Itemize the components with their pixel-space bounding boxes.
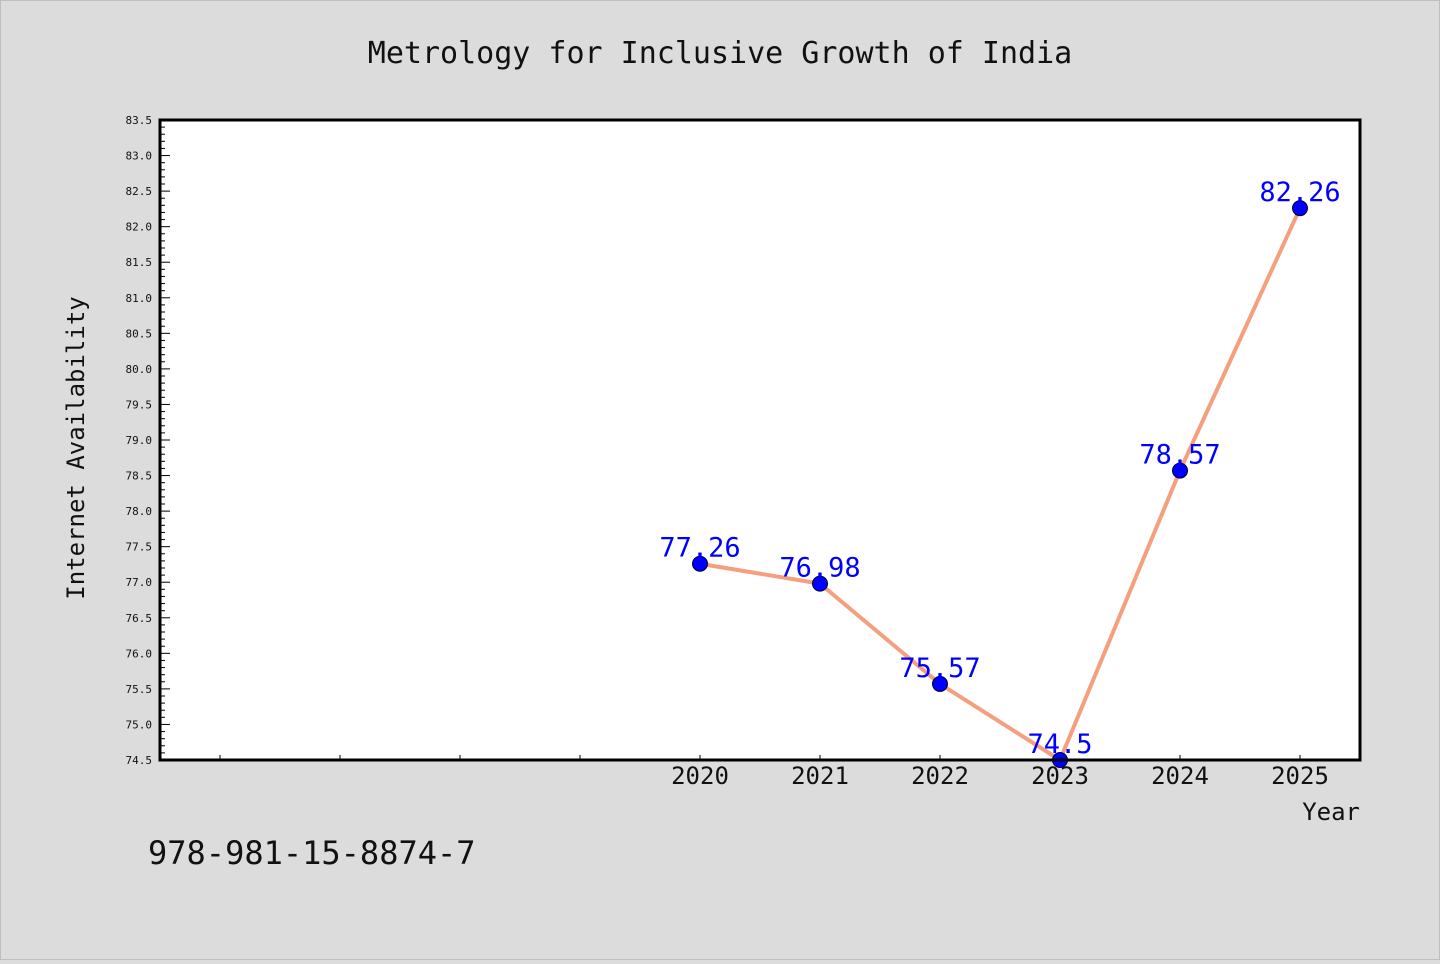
x-tick-label: 2024 bbox=[1151, 762, 1209, 790]
y-tick-label: 81.5 bbox=[126, 256, 153, 269]
data-point bbox=[1292, 200, 1308, 217]
y-tick-label: 76.5 bbox=[126, 612, 153, 625]
y-tick-label: 76.0 bbox=[126, 647, 153, 660]
data-label: 77.26 bbox=[659, 533, 740, 564]
y-tick-label: 75.5 bbox=[126, 683, 153, 696]
y-tick-label: 79.5 bbox=[126, 398, 153, 411]
y-tick-label: 82.5 bbox=[126, 185, 153, 198]
x-tick-label: 2022 bbox=[911, 762, 969, 790]
data-point bbox=[932, 675, 948, 692]
y-tick-label: 81.0 bbox=[126, 292, 153, 305]
y-axis: 74.5 75.0 75.5 76.0 76.5 77.0 77.5 78.0 78.5 79.0… bbox=[126, 114, 170, 767]
data-point bbox=[1172, 462, 1188, 479]
y-tick-label: 83.0 bbox=[126, 150, 153, 163]
x-tick-label: 2020 bbox=[671, 762, 729, 790]
y-tick-label: 80.0 bbox=[126, 363, 153, 376]
series-layer: 77.26 76.98 75.57 74.5 78.57 82.26 bbox=[659, 177, 1341, 768]
plot-frame bbox=[158, 118, 1362, 762]
y-tick-label: 77.5 bbox=[126, 541, 153, 554]
data-label: 76.98 bbox=[779, 553, 860, 584]
y-tick-label: 82.0 bbox=[126, 221, 153, 234]
data-label: 75.57 bbox=[899, 653, 980, 684]
x-axis-label: Year bbox=[1302, 798, 1360, 826]
y-tick-label: 75.0 bbox=[126, 718, 153, 731]
data-label: 78.57 bbox=[1139, 440, 1220, 471]
data-point bbox=[812, 575, 828, 592]
y-axis-label: Internet Availability bbox=[62, 296, 90, 599]
plot-area bbox=[160, 120, 1360, 760]
y-tick-label: 74.5 bbox=[126, 754, 153, 767]
y-tick-label: 80.5 bbox=[126, 327, 153, 340]
data-label: 82.26 bbox=[1259, 177, 1340, 208]
y-tick-label: 78.0 bbox=[126, 505, 153, 518]
chart-title: Metrology for Inclusive Growth of India bbox=[368, 36, 1072, 71]
isbn-annotation: 978-981-15-8874-7 bbox=[148, 834, 476, 872]
series-line bbox=[698, 206, 1302, 762]
y-tick-label: 83.5 bbox=[126, 114, 153, 127]
y-tick-label: 78.5 bbox=[126, 470, 153, 483]
x-tick-label: 2021 bbox=[791, 762, 849, 790]
y-tick-label: 79.0 bbox=[126, 434, 153, 447]
data-label: 74.5 bbox=[1027, 729, 1092, 760]
data-point bbox=[692, 555, 708, 572]
x-tick-label: 2025 bbox=[1271, 762, 1329, 790]
y-tick-label: 77.0 bbox=[126, 576, 153, 589]
